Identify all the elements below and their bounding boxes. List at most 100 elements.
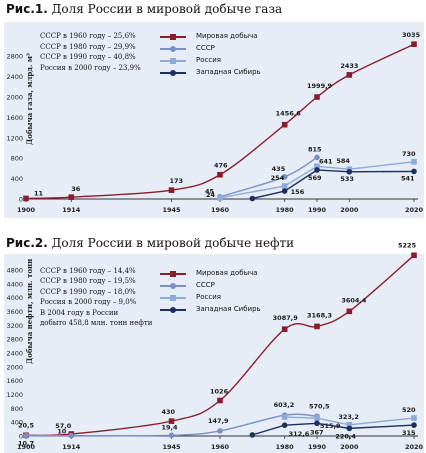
y-tick-label: 4800 (6, 267, 23, 275)
gas-stat-line: Россия в 2000 году – 23,9% (40, 63, 141, 72)
legend-label-ussr: СССР (196, 281, 215, 289)
gas-stat-notes: СССР в 1960 году – 25,6% СССР в 1980 год… (40, 31, 141, 73)
data-label: 541 (401, 174, 415, 182)
data-label: 3604,4 (341, 296, 367, 304)
data-label: 584 (336, 157, 350, 165)
oil-legend: Мировая добыча СССР Россия Западная Сиби… (160, 267, 261, 315)
data-label: 156 (291, 188, 305, 196)
data-label: 520 (402, 406, 416, 414)
data-label: 815 (308, 145, 322, 153)
oil-figure-title-text: Доля России в мировой добыче нефти (51, 236, 295, 250)
legend-item-ussr: СССР (160, 42, 261, 54)
data-label: 45 (205, 188, 215, 196)
gas-plot-background (4, 22, 424, 218)
data-label: 569 (308, 174, 322, 182)
data-point (346, 308, 353, 315)
data-label: 323,2 (338, 413, 359, 421)
data-point (23, 432, 29, 439)
legend-item-west-siberia: Западная Сибирь (160, 66, 261, 78)
data-point (411, 41, 417, 48)
data-label: 3168,3 (307, 311, 332, 319)
data-point (411, 415, 417, 421)
data-point (249, 195, 256, 202)
legend-swatch-west-siberia (160, 70, 186, 76)
data-label: 603,2 (274, 401, 295, 409)
y-tick-label: 800 (11, 155, 23, 163)
gas-chart: 0 400 800 1200 1600 2000 2400 2800 1900 1914 1945 1… (6, 31, 424, 214)
legend-item-west-siberia: Западная Сибирь (160, 303, 261, 315)
x-tick-label: 1960 (211, 206, 230, 214)
gas-figure-title: Рис.1. Доля России в мировой добыче газа (6, 2, 282, 16)
data-label: 430 (162, 408, 176, 416)
data-label: 10 (57, 428, 67, 436)
data-label: 57,0 (55, 422, 72, 430)
x-tick-label: 1914 (62, 206, 81, 214)
data-label: 367 (310, 428, 324, 436)
data-label: 36 (71, 185, 81, 193)
gas-figure-number: Рис.1. (6, 2, 48, 16)
data-label: 1026 (210, 388, 229, 396)
data-point (314, 415, 320, 421)
y-tick-label: 400 (11, 419, 23, 427)
data-point (168, 187, 175, 193)
oil-stat-line: СССР в 1980 году – 19,5% (40, 277, 136, 286)
data-point (281, 183, 288, 189)
gas-stat-line: СССР в 1960 году – 25,6% (40, 32, 136, 40)
data-point (281, 188, 288, 194)
y-tick-label: 800 (11, 405, 23, 413)
y-tick-label: 1600 (6, 114, 23, 122)
oil-stat-line: Россия в 2000 году – 9,0% (40, 298, 137, 307)
legend-swatch-russia (160, 58, 186, 64)
data-point (314, 154, 320, 161)
data-label: 533 (340, 175, 354, 183)
data-point (346, 169, 353, 175)
data-point (281, 121, 288, 128)
legend-item-russia: Россия (160, 54, 261, 66)
oil-stat-line: добыто 458,8 млн. тонн нефти (40, 319, 153, 328)
oil-figure: Рис.2. Доля России в мировой добыче нефт… (0, 234, 426, 453)
gas-legend: Мировая добыча СССР Россия Западная Сиби… (160, 30, 261, 78)
data-point (314, 420, 320, 427)
x-tick-label: 2020 (405, 206, 424, 214)
y-tick-label: 4400 (6, 280, 23, 288)
y-tick-label: 3200 (6, 322, 23, 330)
y-tick-label: 400 (11, 175, 23, 183)
data-label: 11 (34, 189, 44, 197)
x-tick-label: 1945 (162, 206, 181, 214)
legend-item-ussr: СССР (160, 279, 261, 291)
legend-swatch-ussr (160, 283, 186, 289)
gas-figure-title-text: Доля России в мировой добыче газа (51, 2, 283, 16)
data-label: 2433 (340, 62, 358, 70)
legend-item-world: Мировая добыча (160, 267, 261, 279)
data-point (168, 418, 175, 424)
y-tick-label: 0 (19, 196, 23, 204)
data-label: 254 (271, 174, 285, 182)
gas-y-axis-label: Добыча газа, млрд. м³ (25, 53, 34, 145)
data-label: 1999,9 (307, 82, 333, 90)
legend-swatch-west-siberia (160, 307, 186, 313)
gas-stat-line: СССР в 1980 году – 29,9% (40, 42, 136, 51)
data-point (314, 163, 320, 170)
data-point (217, 171, 223, 178)
oil-figure-title: Рис.2. Доля России в мировой добыче нефт… (6, 236, 294, 250)
data-label: 24 (206, 191, 216, 199)
legend-item-russia: Россия (160, 291, 261, 303)
y-tick-label: 3600 (6, 308, 23, 316)
legend-label-russia: Россия (196, 56, 221, 64)
data-label: 5225 (398, 241, 417, 249)
data-label: 315 (402, 429, 416, 437)
legend-label-world: Мировая добыча (196, 32, 258, 40)
data-point (281, 422, 288, 428)
data-point (68, 194, 75, 200)
y-tick-label: 2000 (6, 363, 23, 371)
x-tick-label: 1900 (17, 206, 36, 214)
legend-swatch-world (160, 271, 186, 277)
data-label: 641 (319, 157, 333, 165)
data-point (411, 168, 417, 175)
data-point (411, 422, 417, 428)
x-tick-label: 1945 (162, 443, 181, 451)
oil-stat-line: СССР в 1990 году – 18,0% (40, 287, 136, 296)
x-tick-label: 1900 (17, 443, 36, 451)
y-tick-label: 2400 (6, 73, 23, 81)
legend-label-west-siberia: Западная Сибирь (196, 305, 261, 313)
